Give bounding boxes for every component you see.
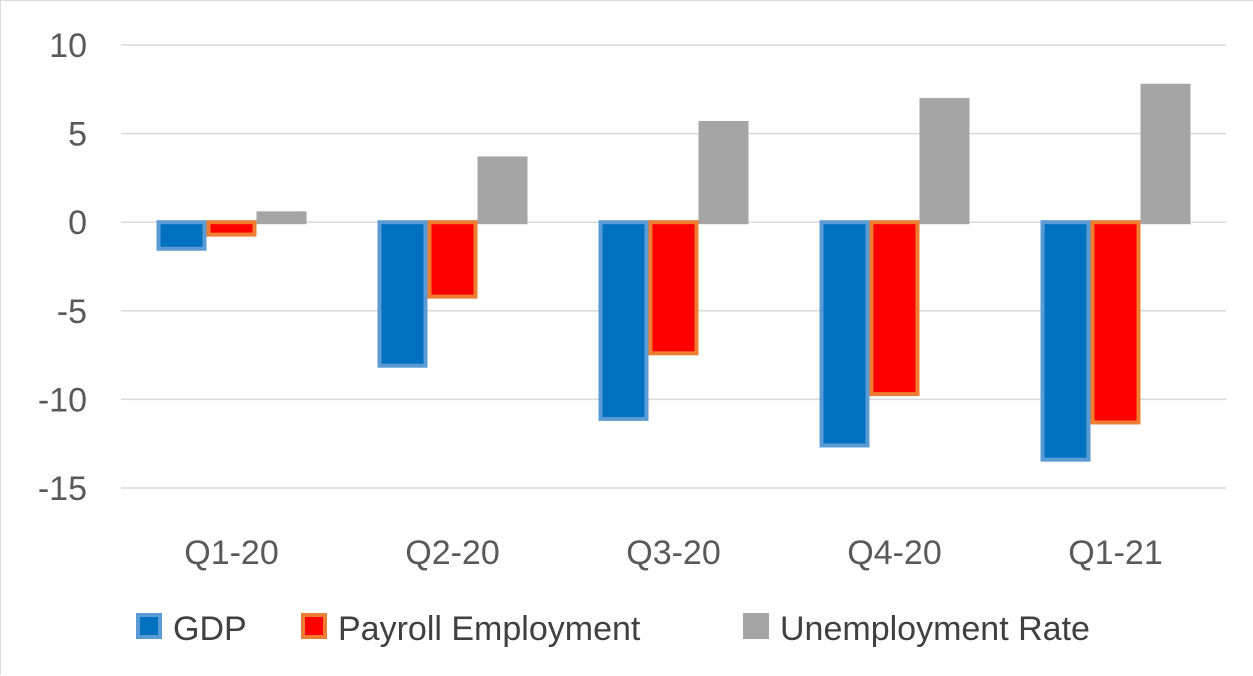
bar-unemployment-rate-q3-20: [698, 120, 749, 225]
x-tick-label: Q1-21: [1068, 534, 1163, 572]
y-tick-label: 5: [68, 116, 87, 154]
bar-payroll-employment-q1-21: [1090, 220, 1141, 425]
legend: GDP Payroll Employment Unemployment Rate: [136, 610, 1090, 648]
y-tick-label: 0: [68, 204, 87, 242]
y-tick-label: 10: [49, 27, 87, 65]
x-tick-label: Q3-20: [626, 534, 721, 572]
x-axis-ticks: Q1-20 Q2-20 Q3-20 Q4-20 Q1-21: [184, 534, 1163, 572]
bar-unemployment-rate-q2-20: [477, 156, 528, 225]
y-tick-label: -15: [38, 470, 87, 508]
bars: [156, 83, 1191, 462]
y-tick-label: -5: [57, 293, 87, 331]
legend-swatch: [301, 613, 327, 639]
legend-swatch: [136, 613, 162, 639]
legend-label: Payroll Employment: [338, 610, 641, 648]
bar-payroll-employment-q1-20: [206, 220, 257, 237]
bar-payroll-employment-q2-20: [427, 220, 478, 299]
bar-payroll-employment-q3-20: [648, 220, 699, 356]
bar-payroll-employment-q4-20: [869, 220, 920, 397]
y-axis-ticks: 10 5 0 -5 -10 -15: [38, 27, 87, 508]
legend-label: Unemployment Rate: [780, 610, 1090, 648]
bar-gdp-q2-20: [377, 220, 428, 368]
bar-unemployment-rate-q1-21: [1140, 83, 1191, 225]
bar-gdp-q4-20: [819, 220, 870, 448]
x-tick-label: Q1-20: [184, 534, 279, 572]
bar-gdp-q1-21: [1040, 220, 1091, 462]
x-tick-label: Q4-20: [847, 534, 942, 572]
bar-unemployment-rate-q1-20: [256, 211, 307, 225]
x-tick-label: Q2-20: [405, 534, 500, 572]
bar-unemployment-rate-q4-20: [919, 97, 970, 225]
bar-gdp-q1-20: [156, 220, 207, 251]
y-tick-label: -10: [38, 381, 87, 419]
legend-label: GDP: [173, 610, 247, 648]
bar-gdp-q3-20: [598, 220, 649, 421]
legend-swatch: [743, 613, 769, 639]
